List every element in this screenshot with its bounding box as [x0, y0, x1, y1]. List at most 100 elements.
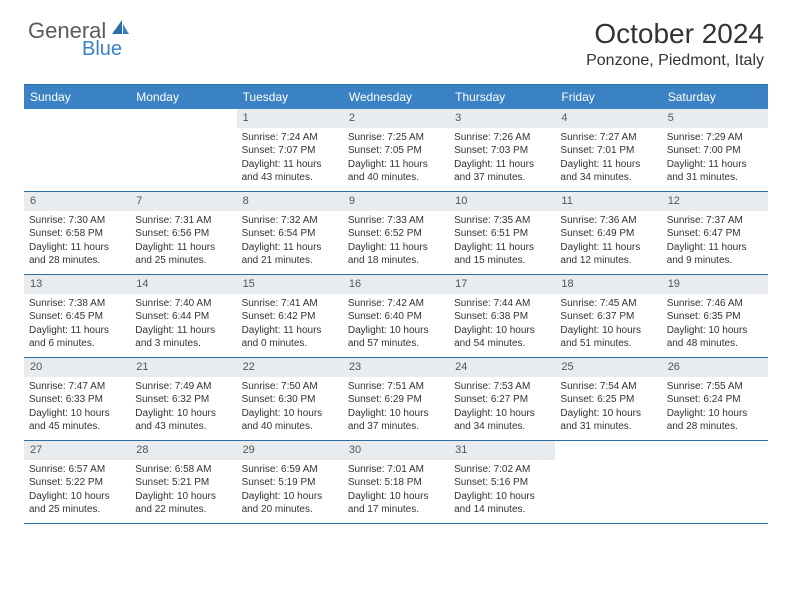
day-cell: 11 Sunrise: 7:36 AMSunset: 6:49 PMDayligh… — [555, 192, 661, 274]
sunrise-line: Sunrise: 7:46 AM — [667, 297, 763, 311]
sunset-line: Sunset: 6:27 PM — [454, 393, 550, 407]
sunrise-line: Sunrise: 7:51 AM — [348, 380, 444, 394]
day-number: 19 — [662, 275, 768, 294]
day-cell: 3Sunrise: 7:26 AMSunset: 7:03 PMDaylight… — [449, 109, 555, 191]
day-cell: 20Sunrise: 7:47 AMSunset: 6:33 PMDayligh… — [24, 358, 130, 440]
daylight-line: Daylight: 11 hours and 21 minutes. — [242, 241, 338, 268]
sunset-line: Sunset: 6:30 PM — [242, 393, 338, 407]
daylight-line: Daylight: 11 hours and 25 minutes. — [135, 241, 231, 268]
daylight-line: Daylight: 11 hours and 3 minutes. — [135, 324, 231, 351]
day-number: 12 — [662, 192, 768, 211]
sunset-line: Sunset: 6:37 PM — [560, 310, 656, 324]
day-number: 14 — [130, 275, 236, 294]
daylight-line: Daylight: 10 hours and 40 minutes. — [242, 407, 338, 434]
day-cell: 26Sunrise: 7:55 AMSunset: 6:24 PMDayligh… — [662, 358, 768, 440]
day-cell: 25Sunrise: 7:54 AMSunset: 6:25 PMDayligh… — [555, 358, 661, 440]
day-cell: 14Sunrise: 7:40 AMSunset: 6:44 PMDayligh… — [130, 275, 236, 357]
day-number: 27 — [24, 441, 130, 460]
day-cell: 29Sunrise: 6:59 AMSunset: 5:19 PMDayligh… — [237, 441, 343, 523]
daylight-line: Daylight: 10 hours and 45 minutes. — [29, 407, 125, 434]
daylight-line: Daylight: 11 hours and 40 minutes. — [348, 158, 444, 185]
day-cell: 18Sunrise: 7:45 AMSunset: 6:37 PMDayligh… — [555, 275, 661, 357]
day-number: 21 — [130, 358, 236, 377]
day-number: 18 — [555, 275, 661, 294]
weekday-header: Sunday — [24, 85, 130, 109]
day-cell: 9Sunrise: 7:33 AMSunset: 6:52 PMDaylight… — [343, 192, 449, 274]
sunset-line: Sunset: 6:47 PM — [667, 227, 763, 241]
week-row: 6Sunrise: 7:30 AMSunset: 6:58 PMDaylight… — [24, 192, 768, 275]
empty-day-cell: . — [24, 109, 130, 191]
day-number: 29 — [237, 441, 343, 460]
sunset-line: Sunset: 6:42 PM — [242, 310, 338, 324]
day-cell: 22Sunrise: 7:50 AMSunset: 6:30 PMDayligh… — [237, 358, 343, 440]
day-number: 17 — [449, 275, 555, 294]
daylight-line: Daylight: 11 hours and 15 minutes. — [454, 241, 550, 268]
day-number: 1 — [237, 109, 343, 128]
day-number: 28 — [130, 441, 236, 460]
day-number: 3 — [449, 109, 555, 128]
daylight-line: Daylight: 10 hours and 54 minutes. — [454, 324, 550, 351]
sunset-line: Sunset: 6:35 PM — [667, 310, 763, 324]
day-cell: 23Sunrise: 7:51 AMSunset: 6:29 PMDayligh… — [343, 358, 449, 440]
day-cell: 27Sunrise: 6:57 AMSunset: 5:22 PMDayligh… — [24, 441, 130, 523]
weekday-header: Tuesday — [237, 85, 343, 109]
sunrise-line: Sunrise: 7:37 AM — [667, 214, 763, 228]
sunset-line: Sunset: 5:21 PM — [135, 476, 231, 490]
sunset-line: Sunset: 5:18 PM — [348, 476, 444, 490]
day-number: 22 — [237, 358, 343, 377]
daylight-line: Daylight: 11 hours and 31 minutes. — [667, 158, 763, 185]
daylight-line: Daylight: 10 hours and 14 minutes. — [454, 490, 550, 517]
day-cell: 16Sunrise: 7:42 AMSunset: 6:40 PMDayligh… — [343, 275, 449, 357]
sunset-line: Sunset: 6:49 PM — [560, 227, 656, 241]
sunrise-line: Sunrise: 7:27 AM — [560, 131, 656, 145]
header: General Blue October 2024 Ponzone, Piedm… — [0, 0, 792, 78]
day-cell: 12 Sunrise: 7:37 AMSunset: 6:47 PMDayligh… — [662, 192, 768, 274]
weekday-header-row: SundayMondayTuesdayWednesdayThursdayFrid… — [24, 85, 768, 109]
sunrise-line: Sunrise: 7:41 AM — [242, 297, 338, 311]
sunset-line: Sunset: 6:32 PM — [135, 393, 231, 407]
empty-day-cell: . — [555, 441, 661, 523]
logo: General Blue — [28, 18, 130, 44]
weekday-header: Saturday — [662, 85, 768, 109]
day-number: 4 — [555, 109, 661, 128]
sunset-line: Sunset: 7:07 PM — [242, 144, 338, 158]
daylight-line: Daylight: 11 hours and 43 minutes. — [242, 158, 338, 185]
day-number: 20 — [24, 358, 130, 377]
day-cell: 19Sunrise: 7:46 AMSunset: 6:35 PMDayligh… — [662, 275, 768, 357]
sunrise-line: Sunrise: 7:44 AM — [454, 297, 550, 311]
sunset-line: Sunset: 7:00 PM — [667, 144, 763, 158]
day-number: 6 — [24, 192, 130, 211]
day-cell: 5Sunrise: 7:29 AMSunset: 7:00 PMDaylight… — [662, 109, 768, 191]
sunrise-line: Sunrise: 7:55 AM — [667, 380, 763, 394]
day-number: 15 — [237, 275, 343, 294]
daylight-line: Daylight: 11 hours and 37 minutes. — [454, 158, 550, 185]
sunrise-line: Sunrise: 7:35 AM — [454, 214, 550, 228]
day-number: 25 — [555, 358, 661, 377]
daylight-line: Daylight: 10 hours and 34 minutes. — [454, 407, 550, 434]
day-cell: 10Sunrise: 7:35 AMSunset: 6:51 PMDayligh… — [449, 192, 555, 274]
daylight-line: Daylight: 11 hours and 28 minutes. — [29, 241, 125, 268]
sunset-line: Sunset: 7:03 PM — [454, 144, 550, 158]
day-number: 16 — [343, 275, 449, 294]
daylight-line: Daylight: 10 hours and 43 minutes. — [135, 407, 231, 434]
daylight-line: Daylight: 11 hours and 34 minutes. — [560, 158, 656, 185]
daylight-line: Daylight: 11 hours and 12 minutes. — [560, 241, 656, 268]
daylight-line: Daylight: 10 hours and 20 minutes. — [242, 490, 338, 517]
sunrise-line: Sunrise: 7:40 AM — [135, 297, 231, 311]
week-row: 13Sunrise: 7:38 AMSunset: 6:45 PMDayligh… — [24, 275, 768, 358]
daylight-line: Daylight: 11 hours and 18 minutes. — [348, 241, 444, 268]
title-block: October 2024 Ponzone, Piedmont, Italy — [586, 18, 764, 70]
sunset-line: Sunset: 6:40 PM — [348, 310, 444, 324]
day-number: 11 — [555, 192, 661, 211]
sunrise-line: Sunrise: 7:02 AM — [454, 463, 550, 477]
sunrise-line: Sunrise: 7:38 AM — [29, 297, 125, 311]
day-cell: 28Sunrise: 6:58 AMSunset: 5:21 PMDayligh… — [130, 441, 236, 523]
sunrise-line: Sunrise: 7:53 AM — [454, 380, 550, 394]
sunset-line: Sunset: 7:05 PM — [348, 144, 444, 158]
sunrise-line: Sunrise: 7:25 AM — [348, 131, 444, 145]
sunrise-line: Sunrise: 7:49 AM — [135, 380, 231, 394]
day-number: 13 — [24, 275, 130, 294]
daylight-line: Daylight: 11 hours and 0 minutes. — [242, 324, 338, 351]
sunrise-line: Sunrise: 7:36 AM — [560, 214, 656, 228]
daylight-line: Daylight: 11 hours and 9 minutes. — [667, 241, 763, 268]
